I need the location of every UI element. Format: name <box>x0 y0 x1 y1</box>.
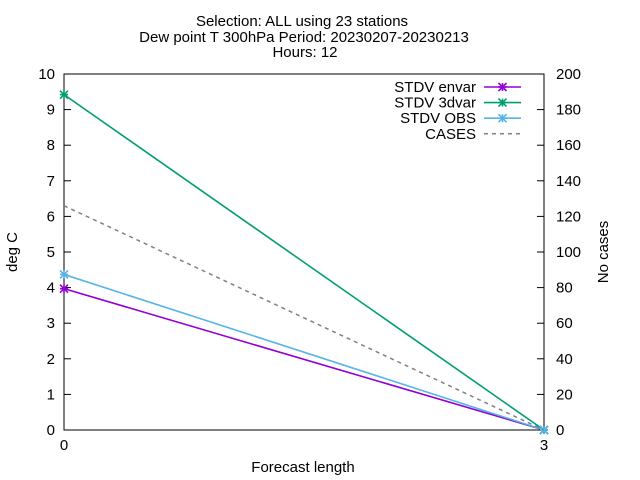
series-line-stdv-3dvar <box>63 93 545 431</box>
x-tick-label: 0 <box>60 437 68 454</box>
y-axis-label: deg C <box>4 232 21 272</box>
y2-tick-label: 140 <box>556 173 581 190</box>
legend-item-stdv-envar: STDV envar <box>394 79 521 96</box>
y-tick-label: 10 <box>38 66 55 83</box>
y2-tick-label: 80 <box>556 280 573 297</box>
legend-item-stdv-3dvar: STDV 3dvar <box>394 95 521 112</box>
title-line-1: Selection: ALL using 23 stations <box>196 13 408 30</box>
y2-tick-label: 0 <box>556 422 564 439</box>
y-tick-label: 6 <box>47 208 55 225</box>
legend-marker <box>497 98 508 108</box>
y-tick-label: 3 <box>47 315 55 332</box>
legend-item-stdv-obs: STDV OBS <box>400 110 521 127</box>
y2-tick-label: 60 <box>556 315 573 332</box>
y2-tick-label: 120 <box>556 208 581 225</box>
y-tick-label: 5 <box>47 244 55 261</box>
y-axis-left: 0 1 2 3 4 5 6 7 8 9 10 <box>38 66 71 439</box>
y-tick-label: 0 <box>47 422 55 439</box>
legend-item-cases: CASES <box>425 126 521 143</box>
y2-tick-label: 180 <box>556 102 581 119</box>
series-layer <box>59 90 549 435</box>
chart-title: Selection: ALL using 23 stations Dew poi… <box>139 13 469 61</box>
legend-label: CASES <box>425 126 476 143</box>
data-point-stdv-3dvar-0 <box>59 90 69 100</box>
legend-label: STDV OBS <box>400 110 476 127</box>
y2-tick-label: 20 <box>556 386 573 403</box>
data-point-stdv-envar-0 <box>59 284 69 294</box>
y2-axis-label: No cases <box>595 221 612 284</box>
title-line-2: Dew point T 300hPa Period: 20230207-2023… <box>139 29 469 46</box>
legend-label: STDV envar <box>394 79 476 96</box>
y2-tick-label: 100 <box>556 244 581 261</box>
legend-label: STDV 3dvar <box>394 95 476 112</box>
series-line-cases <box>63 205 545 431</box>
data-point-stdv-obs-0 <box>59 269 69 279</box>
y2-tick-label: 40 <box>556 351 573 368</box>
y-axis-right: 0 20 40 60 80 100 120 140 160 180 200 <box>537 66 581 439</box>
y-tick-label: 7 <box>47 173 55 190</box>
y-tick-label: 4 <box>47 280 55 297</box>
y-tick-label: 9 <box>47 102 55 119</box>
series-line-stdv-envar <box>63 287 545 431</box>
y2-tick-label: 200 <box>556 66 581 83</box>
y-tick-label: 1 <box>47 386 55 403</box>
x-axis-label: Forecast length <box>251 459 354 476</box>
series-line-stdv-obs <box>63 273 545 431</box>
y-tick-label: 2 <box>47 351 55 368</box>
y-tick-label: 8 <box>47 137 55 154</box>
x-tick-label: 3 <box>540 437 548 454</box>
series-cases <box>63 205 545 431</box>
legend-marker <box>497 82 508 92</box>
series-stdv-envar <box>59 284 549 435</box>
title-line-3: Hours: 12 <box>272 44 337 61</box>
legend-marker <box>497 113 508 123</box>
y2-tick-label: 160 <box>556 137 581 154</box>
